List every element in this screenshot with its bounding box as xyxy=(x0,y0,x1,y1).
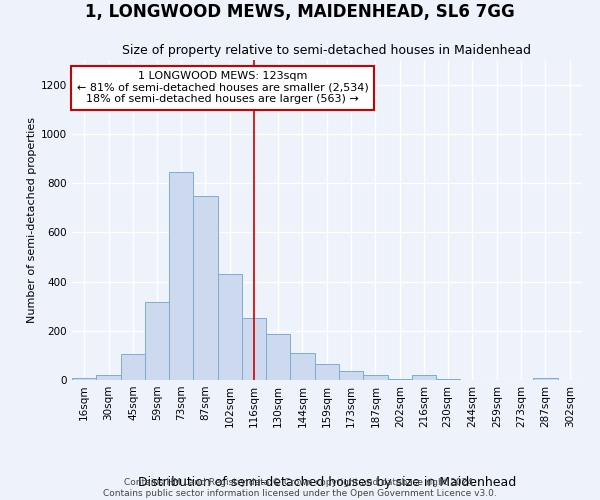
Y-axis label: Number of semi-detached properties: Number of semi-detached properties xyxy=(27,117,37,323)
Bar xyxy=(290,354,315,380)
Title: Size of property relative to semi-detached houses in Maidenhead: Size of property relative to semi-detach… xyxy=(122,44,532,58)
X-axis label: Distribution of semi-detached houses by size in Maidenhead: Distribution of semi-detached houses by … xyxy=(138,476,516,488)
Bar xyxy=(169,172,193,380)
Text: Contains HM Land Registry data © Crown copyright and database right 2024.
Contai: Contains HM Land Registry data © Crown c… xyxy=(103,478,497,498)
Bar xyxy=(96,375,121,380)
Bar xyxy=(363,374,388,380)
Text: 1, LONGWOOD MEWS, MAIDENHEAD, SL6 7GG: 1, LONGWOOD MEWS, MAIDENHEAD, SL6 7GG xyxy=(85,2,515,21)
Bar xyxy=(266,334,290,380)
Bar xyxy=(218,274,242,380)
Bar xyxy=(436,379,460,380)
Bar xyxy=(315,364,339,380)
Bar xyxy=(72,378,96,380)
Text: 1 LONGWOOD MEWS: 123sqm
← 81% of semi-detached houses are smaller (2,534)
18% of: 1 LONGWOOD MEWS: 123sqm ← 81% of semi-de… xyxy=(77,71,368,104)
Bar xyxy=(242,318,266,380)
Bar xyxy=(412,375,436,380)
Bar xyxy=(193,196,218,380)
Bar xyxy=(145,302,169,380)
Bar xyxy=(121,354,145,380)
Bar xyxy=(339,372,363,380)
Bar xyxy=(388,379,412,380)
Bar xyxy=(533,378,558,380)
